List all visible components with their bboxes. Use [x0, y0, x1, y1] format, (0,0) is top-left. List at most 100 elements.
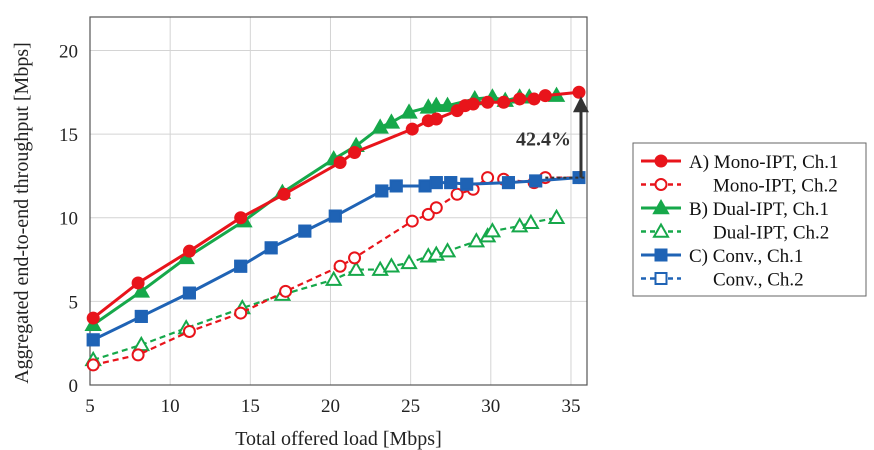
data-point — [513, 92, 527, 106]
data-point — [333, 259, 347, 273]
x-tick-label: 20 — [321, 396, 340, 417]
data-point — [522, 213, 540, 229]
legend-label: Mono-IPT, Ch.2 — [713, 176, 838, 197]
legend-item: A) Mono-IPT, Ch.1 — [641, 152, 839, 173]
legend-box — [632, 142, 867, 297]
legend-label: A) Mono-IPT, Ch.1 — [689, 152, 839, 173]
data-point — [347, 260, 365, 276]
data-point — [466, 97, 480, 111]
data-point — [279, 284, 293, 298]
y-tick-label: 15 — [59, 125, 78, 146]
x-tick-label: 25 — [401, 396, 420, 417]
legend: A) Mono-IPT, Ch.1 Mono-IPT, Ch.2B) Dual-I… — [632, 142, 867, 297]
data-point — [298, 224, 312, 238]
data-point — [182, 324, 196, 338]
data-point — [86, 333, 100, 347]
data-point — [501, 176, 515, 190]
data-point — [234, 211, 248, 225]
data-point — [264, 241, 278, 255]
series-line — [92, 94, 557, 327]
data-point — [460, 177, 474, 191]
data-point — [529, 174, 543, 188]
data-point — [547, 208, 566, 224]
annotation-label: 42.4% — [516, 128, 571, 150]
data-point — [348, 145, 362, 159]
data-point — [333, 156, 347, 170]
legend-label: B) Dual-IPT, Ch.1 — [689, 199, 829, 220]
y-tick-label: 10 — [59, 209, 78, 230]
data-point — [382, 113, 401, 129]
data-point — [572, 171, 586, 185]
legend-marker — [654, 178, 668, 191]
x-tick-label: 5 — [85, 396, 95, 417]
y-axis-title: Aggregated end-to-end throughput [Mbps] — [11, 42, 33, 384]
data-point — [405, 122, 419, 136]
data-point — [405, 214, 419, 228]
y-tick-label: 5 — [69, 292, 79, 313]
series-line — [92, 176, 580, 342]
data-point — [429, 112, 443, 126]
legend-marker — [652, 198, 670, 215]
plot-frame — [89, 16, 588, 386]
data-point — [134, 309, 148, 323]
data-point — [429, 176, 443, 190]
data-point — [438, 242, 457, 258]
annotation-arrow-head — [572, 96, 589, 113]
x-axis-title: Total offered load [Mbps] — [235, 428, 442, 450]
legend-item: Dual-IPT, Ch.2 — [641, 222, 829, 244]
grid-lines — [89, 17, 587, 386]
legend-item: C) Conv., Ch.1 — [641, 246, 803, 267]
data-point — [572, 85, 586, 99]
series-2 — [86, 171, 586, 372]
data-point — [382, 257, 401, 273]
series-layer — [84, 85, 586, 372]
series-5 — [86, 171, 586, 347]
data-point — [483, 222, 502, 238]
legend-label: C) Conv., Ch.1 — [689, 246, 803, 267]
improvement-annotation: 42.4% — [516, 96, 589, 179]
x-tick-label: 35 — [561, 396, 580, 417]
data-point — [131, 276, 145, 290]
y-tick-label: 0 — [69, 376, 79, 397]
x-tick-labels: 5 10 15 20 25 30 35 — [85, 396, 580, 417]
data-point — [538, 89, 552, 103]
data-point — [389, 179, 403, 193]
data-point — [234, 306, 248, 320]
legend-marker — [654, 154, 668, 168]
data-point — [328, 209, 342, 223]
series-6 — [86, 174, 543, 347]
data-point — [438, 96, 457, 112]
data-point — [481, 95, 495, 109]
y-tick-label: 20 — [59, 41, 78, 62]
legend-marker — [654, 272, 668, 285]
data-point — [481, 171, 495, 185]
data-point — [527, 92, 541, 106]
legend-label: Dual-IPT, Ch.2 — [713, 223, 829, 244]
y-tick-labels: 0 5 10 15 20 — [59, 41, 78, 397]
data-point — [375, 184, 389, 198]
data-point — [132, 282, 151, 298]
data-point — [444, 176, 458, 190]
data-point — [324, 270, 343, 286]
data-point — [182, 244, 196, 258]
series-3 — [84, 86, 566, 332]
x-tick-label: 15 — [241, 396, 260, 417]
data-point — [400, 103, 418, 119]
data-point — [467, 232, 486, 248]
data-point — [234, 259, 248, 273]
x-tick-label: 30 — [481, 396, 500, 417]
data-point — [182, 286, 196, 300]
legend-item: B) Dual-IPT, Ch.1 — [641, 198, 829, 220]
data-point — [371, 118, 389, 134]
legend-marker — [652, 222, 670, 238]
data-point — [86, 311, 100, 325]
data-point — [497, 95, 511, 109]
legend-item: Conv., Ch.2 — [641, 270, 804, 291]
data-point — [131, 348, 145, 362]
data-point — [348, 251, 362, 265]
series-line — [92, 179, 536, 341]
data-point — [429, 201, 443, 215]
data-point — [418, 179, 432, 193]
data-point — [400, 253, 418, 270]
